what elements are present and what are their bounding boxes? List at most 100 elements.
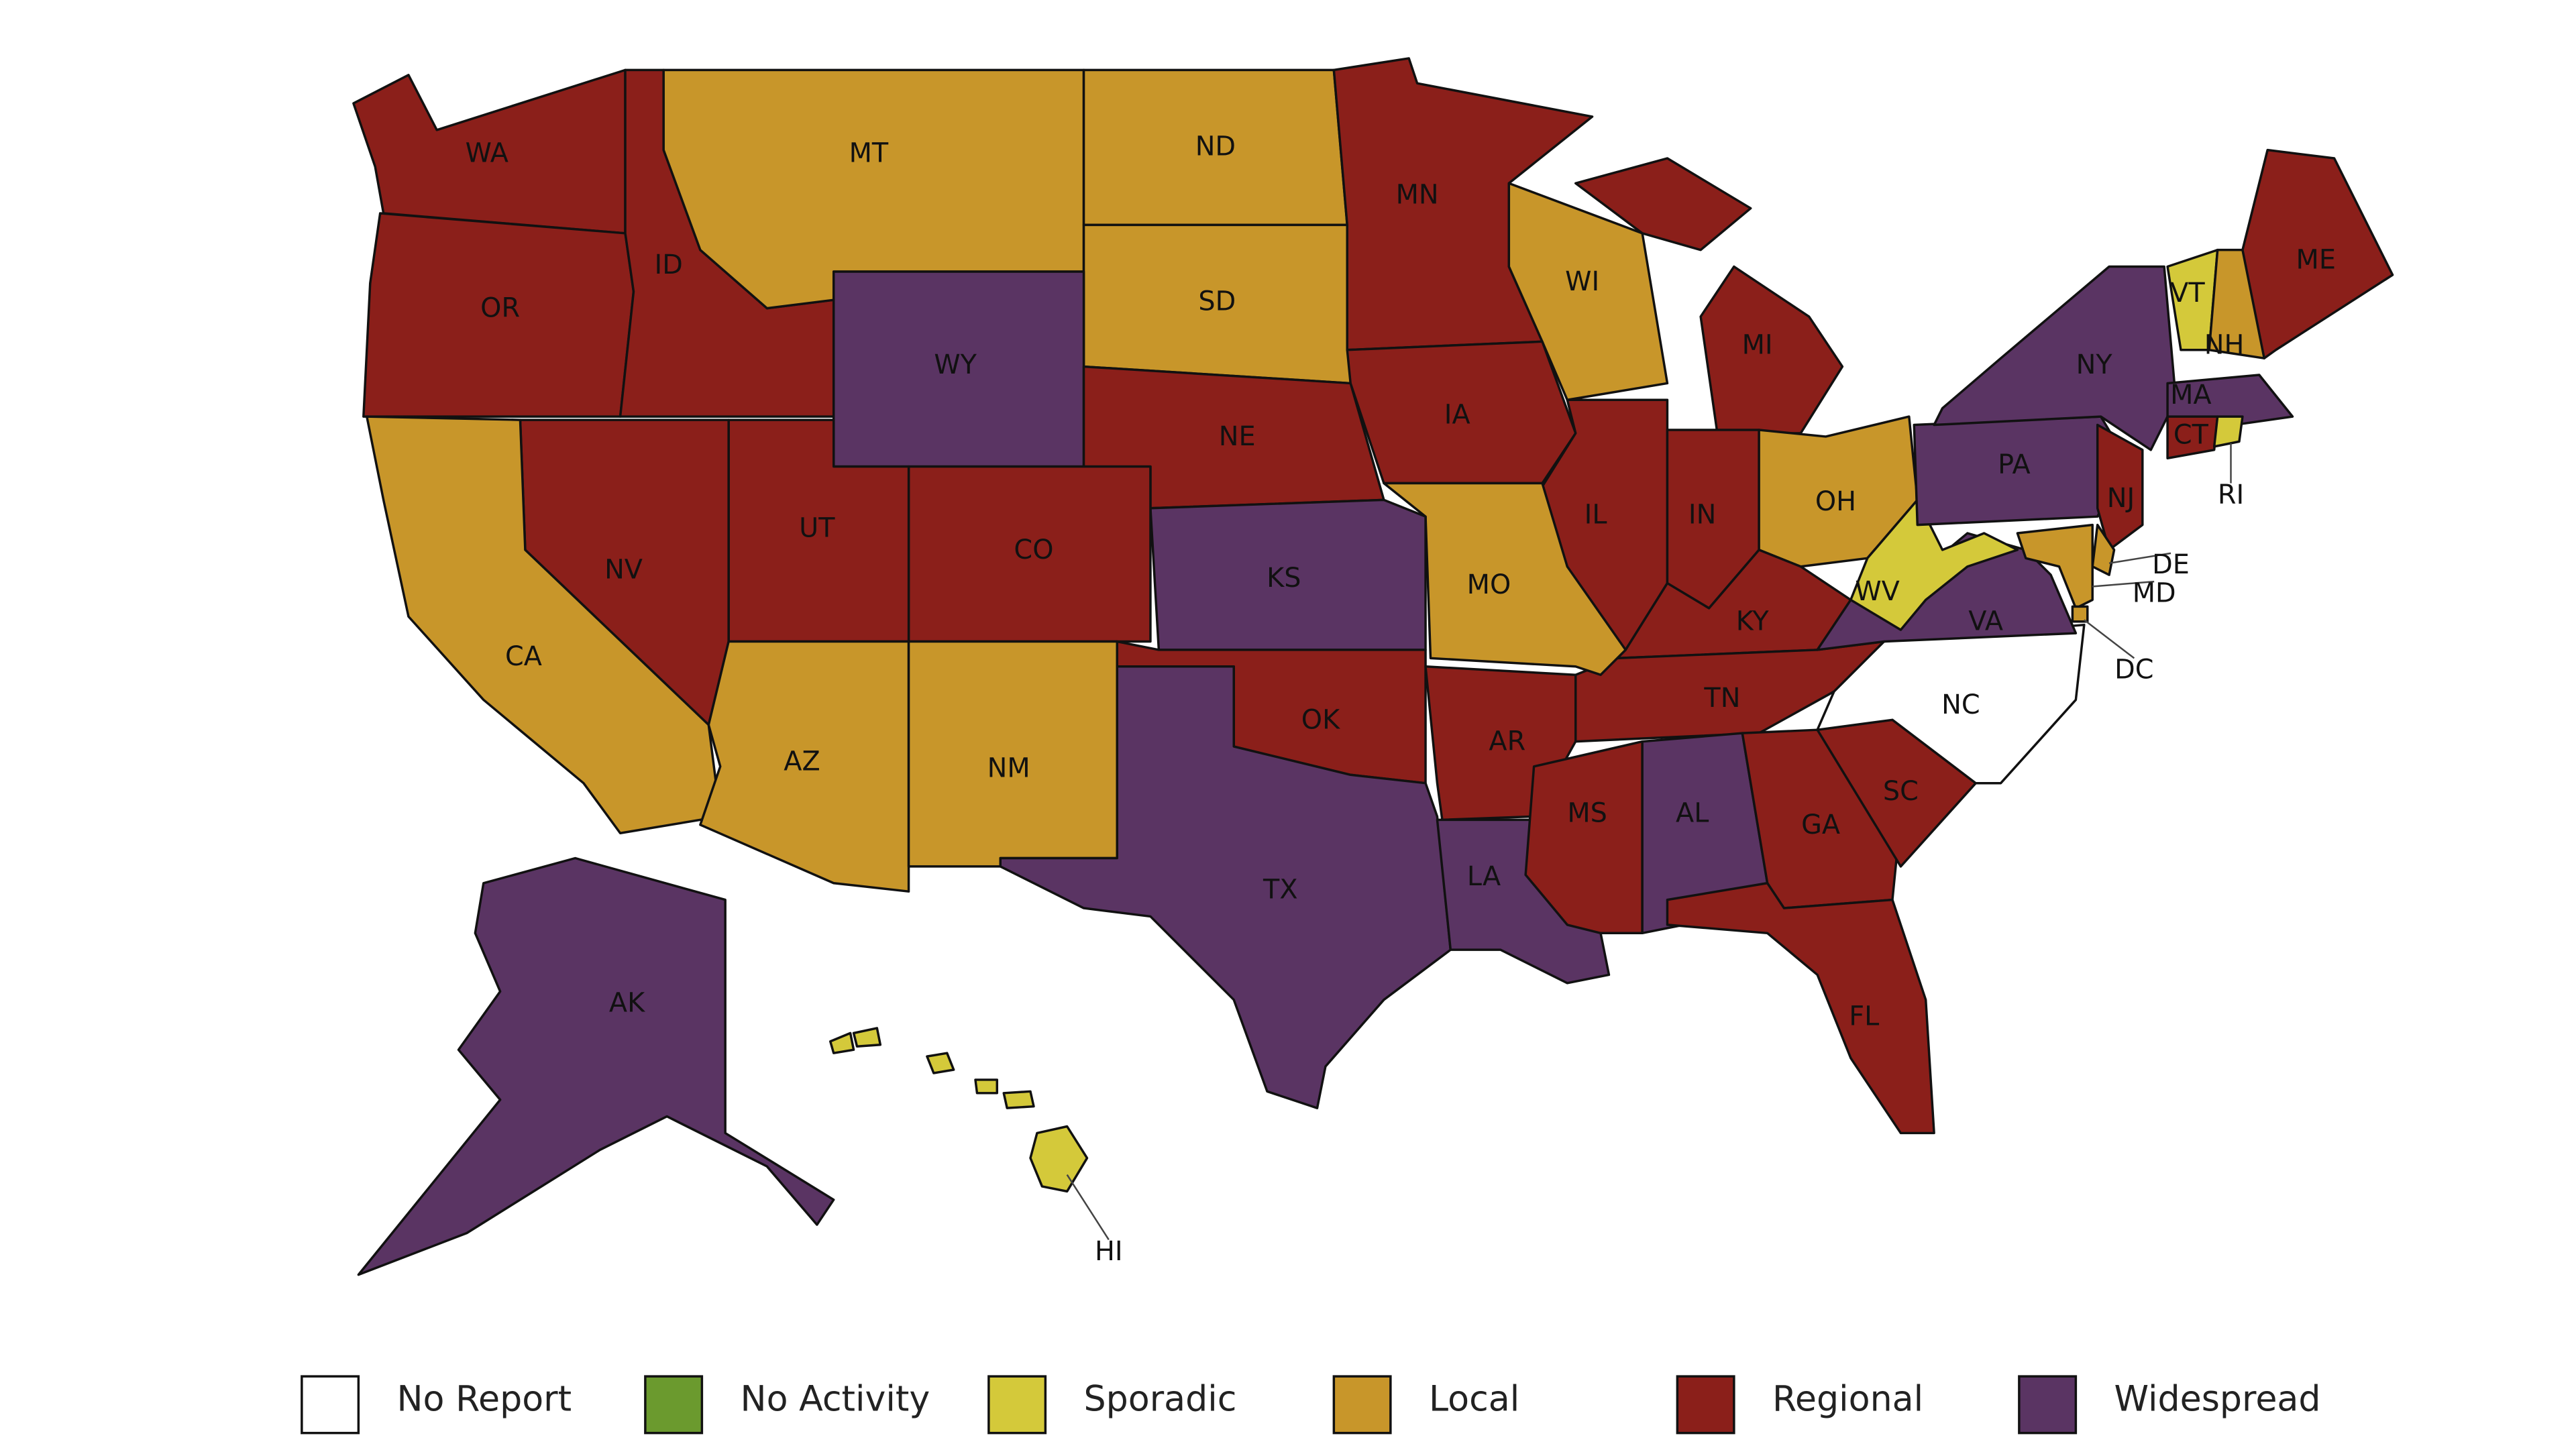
state-label: NE: [1219, 421, 1256, 452]
state-label: CT: [2174, 419, 2209, 450]
state: MT: [662, 68, 1085, 310]
legend-label: No Activity: [741, 1379, 930, 1419]
state-shape: [366, 415, 722, 834]
state: MI: [1574, 157, 1844, 435]
states-layer: WA OR ID MT ND SD WY NE MN WI MI IA IL IN OH KY TN MO KS CO…: [352, 57, 2394, 1276]
leader-line: [1066, 1174, 1110, 1241]
state-label: OH: [1815, 486, 1856, 517]
state: VA: [1816, 532, 2078, 651]
state-label: AR: [1489, 726, 1525, 757]
state-label: MT: [849, 138, 889, 169]
state: WA: [352, 68, 627, 235]
state-label: NJ: [2107, 483, 2135, 514]
state-shape: [852, 1027, 882, 1048]
state-label: NH: [2204, 329, 2245, 360]
state: CA: [366, 415, 722, 834]
state-label: NV: [604, 555, 643, 586]
state: IN: [1666, 429, 1760, 610]
state: PA: [1913, 415, 2127, 526]
state: FL: [1666, 882, 1935, 1135]
state-shape: [2166, 374, 2294, 427]
legend-label: Widespread: [2114, 1379, 2321, 1419]
state-label: VA: [1968, 606, 2003, 637]
state-label: TX: [1263, 875, 1298, 905]
state-label: ID: [654, 249, 682, 280]
legend-swatch: [301, 1375, 360, 1435]
legend-label: No Report: [397, 1379, 572, 1419]
state-shape: [926, 1052, 955, 1074]
state: OK: [1116, 640, 1427, 785]
state-shape: [2212, 415, 2244, 448]
state-shape: [1574, 157, 1752, 252]
state-shape: [974, 1078, 999, 1095]
state-label: MN: [1396, 180, 1439, 211]
state-label: AZ: [784, 746, 820, 777]
state-shape: [357, 856, 835, 1276]
state-label: IA: [1444, 400, 1470, 431]
state: IA: [1346, 340, 1577, 485]
state: TX: [999, 665, 1452, 1109]
state-label: OK: [1301, 704, 1340, 735]
leader-line: [2092, 580, 2155, 588]
state-label: MD: [2133, 577, 2176, 608]
legend-swatch: [1676, 1375, 1735, 1435]
state-label: ND: [1195, 131, 1236, 162]
state-label: NC: [1941, 689, 1980, 720]
state-label: FL: [1849, 1001, 1879, 1032]
state-label: VT: [2170, 278, 2205, 309]
state-label: WI: [1565, 266, 1599, 297]
state: CT: [2166, 415, 2219, 459]
state-shape: [1029, 1125, 1089, 1193]
state-label: UT: [799, 513, 835, 544]
state-shape: [2241, 148, 2394, 359]
legend-label: Sporadic: [1084, 1379, 1237, 1419]
state-label: GA: [1801, 810, 1840, 840]
legend-label: Regional: [1772, 1379, 1923, 1419]
state-label: WA: [466, 138, 508, 169]
state: DE: [2091, 523, 2190, 580]
state-label: IN: [1688, 500, 1716, 531]
state-label: SD: [1198, 286, 1236, 317]
state-label: MO: [1467, 569, 1511, 600]
state: DC: [2071, 605, 2154, 685]
state-label: WY: [934, 349, 977, 380]
state-shape: [829, 1032, 855, 1054]
state: NM: [907, 640, 1118, 868]
state-shape: [2096, 423, 2144, 551]
state-label: ME: [2296, 245, 2336, 276]
state-shape: [999, 665, 1452, 1109]
state-label: MS: [1567, 797, 1607, 828]
state-label: DE: [2152, 549, 2190, 580]
state: NY: [1933, 265, 2178, 451]
state-label: PA: [1998, 449, 2031, 480]
state-shape: [1149, 498, 1427, 651]
state: SD: [1082, 223, 1352, 385]
legend-label: Local: [1429, 1379, 1519, 1419]
state-label: DC: [2114, 655, 2153, 685]
legend-swatch: [644, 1375, 704, 1435]
state-shape: [1666, 882, 1935, 1135]
state-label: IL: [1585, 500, 1607, 531]
state: MO: [1383, 482, 1627, 676]
state: NJ: [2096, 423, 2144, 551]
state-shape: [1002, 1090, 1035, 1109]
leader-line: [2084, 619, 2135, 659]
state: ND: [1082, 68, 1348, 227]
state-label: MA: [2170, 380, 2212, 410]
state: AK: [357, 856, 835, 1276]
state-label: CA: [505, 641, 542, 672]
state-label: OR: [480, 293, 520, 324]
state-label: LA: [1467, 861, 1501, 892]
state: AZ: [699, 640, 910, 893]
state-shape: [2166, 415, 2219, 459]
state-label: NY: [2076, 349, 2113, 380]
state: WY: [832, 270, 1085, 468]
legend: No Report No Activity Sporadic Local Regiona…: [301, 1375, 2321, 1435]
state-label: MI: [1742, 329, 1773, 360]
state-shape: [2071, 605, 2089, 623]
state-label: TN: [1703, 683, 1740, 714]
state-label: AL: [1676, 797, 1709, 828]
state-label: AK: [609, 988, 645, 1019]
